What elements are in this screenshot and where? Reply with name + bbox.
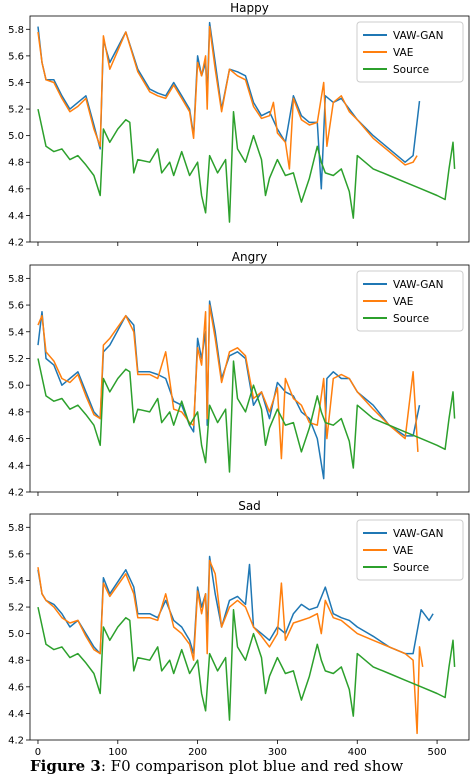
y-tick-label: 5.4 xyxy=(8,327,24,338)
legend-label: VAW-GAN xyxy=(393,30,443,42)
x-tick-label: 100 xyxy=(108,747,127,758)
y-tick-label: 5.2 xyxy=(8,354,24,365)
y-tick-label: 4.4 xyxy=(8,709,24,720)
x-tick-label: 300 xyxy=(268,747,287,758)
series-line-source xyxy=(37,108,456,223)
caption-text: : F0 comparison plot blue and red show xyxy=(100,757,404,775)
legend-box xyxy=(356,519,464,581)
x-tick-label: 0 xyxy=(35,747,41,758)
y-tick-label: 5.6 xyxy=(8,301,24,312)
y-tick-label: 4.4 xyxy=(8,211,24,222)
y-tick-label: 4.4 xyxy=(8,461,24,472)
x-tick-label: 500 xyxy=(428,747,447,758)
legend-box xyxy=(356,270,464,332)
y-tick-label: 4.8 xyxy=(8,158,24,169)
y-tick-label: 5.0 xyxy=(8,629,24,640)
y-tick-label: 4.2 xyxy=(8,488,24,499)
y-tick-label: 4.6 xyxy=(8,682,24,693)
y-tick-label: 5.6 xyxy=(8,549,24,560)
legend-label: Source xyxy=(393,313,429,325)
legend-label: VAE xyxy=(393,47,413,59)
y-tick-label: 5.2 xyxy=(8,603,24,614)
caption-label: Figure 3 xyxy=(30,757,101,775)
y-tick-label: 5.6 xyxy=(8,51,24,62)
y-tick-label: 5.2 xyxy=(8,105,24,116)
legend-label: VAE xyxy=(393,545,413,557)
x-tick-label: 400 xyxy=(348,747,367,758)
plot-frame xyxy=(29,513,470,741)
y-tick-label: 4.8 xyxy=(8,407,24,418)
y-tick-label: 5.4 xyxy=(8,576,24,587)
y-tick-label: 4.2 xyxy=(8,238,24,249)
chart-title: Happy xyxy=(230,1,269,15)
legend-label: Source xyxy=(393,562,429,574)
legend-box xyxy=(356,21,464,83)
chart-title: Angry xyxy=(232,250,267,264)
y-tick-label: 5.0 xyxy=(8,381,24,392)
y-tick-label: 5.0 xyxy=(8,131,24,142)
series-line-vae xyxy=(37,304,419,460)
y-tick-label: 5.8 xyxy=(8,523,24,534)
chart-title: Sad xyxy=(238,499,261,513)
series-line-source xyxy=(37,358,456,473)
figure-caption: Figure 3: F0 comparison plot blue and re… xyxy=(30,757,403,775)
y-tick-label: 4.6 xyxy=(8,184,24,195)
x-tick-label: 200 xyxy=(188,747,207,758)
series-line-vae xyxy=(37,559,424,735)
series-line-vae xyxy=(37,25,418,170)
y-tick-label: 4.8 xyxy=(8,656,24,667)
y-tick-label: 4.6 xyxy=(8,434,24,445)
y-tick-label: 4.2 xyxy=(8,736,24,747)
legend-label: VAW-GAN xyxy=(393,528,443,540)
legend: VAW-GAN VAE Source xyxy=(356,270,464,332)
y-tick-label: 5.4 xyxy=(8,78,24,89)
y-tick-label: 5.8 xyxy=(8,274,24,285)
legend: VAW-GAN VAE Source xyxy=(356,519,464,581)
legend-label: Source xyxy=(393,64,429,76)
legend-label: VAW-GAN xyxy=(393,279,443,291)
plot-frame xyxy=(29,264,470,493)
legend: VAW-GAN VAE Source xyxy=(356,21,464,83)
y-tick-label: 5.8 xyxy=(8,25,24,36)
chart-panel-sad: Sad 4.2 4.4 4.6 4.8 5.0 5.2 5.4 5.6 5.8 0 100 200 300… xyxy=(8,499,470,758)
plot-frame xyxy=(29,15,470,243)
legend-label: VAE xyxy=(393,296,413,308)
series-line-source xyxy=(37,606,456,721)
